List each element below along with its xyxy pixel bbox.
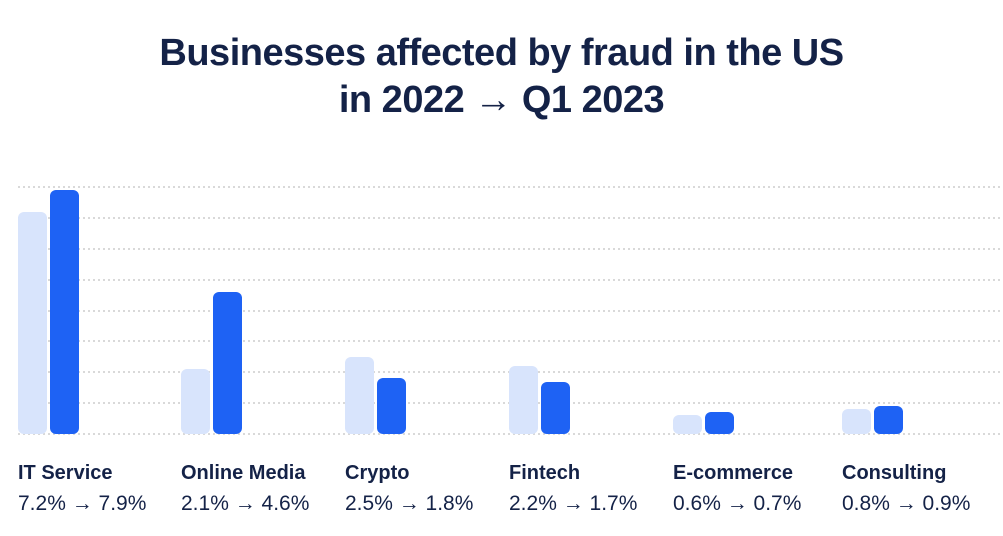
- bar-group-consulting: [842, 406, 903, 434]
- bar-2022: [18, 212, 47, 434]
- gridline: [18, 186, 1003, 188]
- category-label-block: IT Service 7.2% → 7.9%: [18, 461, 146, 517]
- category-label-block: Online Media 2.1% → 4.6%: [181, 461, 309, 517]
- bar-group-fintech: [509, 366, 570, 434]
- gridline: [18, 433, 1003, 435]
- category-values: 2.5% → 1.8%: [345, 492, 474, 515]
- category-name: Online Media: [181, 462, 306, 484]
- bar-q1-2023: [705, 412, 734, 434]
- category-label-block: Fintech 2.2% → 1.7%: [509, 461, 637, 517]
- bar-2022: [842, 409, 871, 434]
- bar-group-e-commerce: [673, 412, 734, 434]
- bar-group-it-service: [18, 190, 79, 434]
- chart-title: Businesses affected by fraud in the US in…: [0, 30, 1003, 124]
- category-name: Crypto: [345, 462, 410, 484]
- bar-2022: [181, 369, 210, 434]
- category-name: Fintech: [509, 462, 581, 484]
- gridline: [18, 309, 1003, 312]
- bar-q1-2023: [213, 292, 242, 434]
- category-name: IT Service: [18, 462, 113, 484]
- chart-title-line1: Businesses affected by fraud in the US: [159, 32, 844, 74]
- gridline: [18, 278, 1003, 281]
- category-values: 0.6% → 0.7%: [673, 492, 802, 515]
- bar-2022: [509, 366, 538, 434]
- bar-q1-2023: [541, 382, 570, 434]
- bar-2022: [673, 415, 702, 434]
- bar-group-crypto: [345, 357, 406, 434]
- category-values: 7.2% → 7.9%: [18, 492, 147, 515]
- category-values: 2.2% → 1.7%: [509, 492, 638, 515]
- category-label-block: Consulting 0.8% → 0.9%: [842, 461, 970, 517]
- bar-2022: [345, 357, 374, 434]
- bar-q1-2023: [377, 378, 406, 434]
- bar-group-online-media: [181, 292, 242, 434]
- chart-title-line2: in 2022 → Q1 2023: [338, 79, 665, 121]
- plot-area: [18, 186, 1003, 435]
- category-values: 2.1% → 4.6%: [181, 492, 310, 515]
- gridline: [18, 340, 1003, 343]
- bar-q1-2023: [50, 190, 79, 434]
- category-label-block: Crypto 2.5% → 1.8%: [345, 461, 473, 517]
- category-name: E-commerce: [673, 462, 794, 484]
- bar-q1-2023: [874, 406, 903, 434]
- category-label-block: E-commerce 0.6% → 0.7%: [673, 461, 801, 517]
- category-values: 0.8% → 0.9%: [842, 492, 971, 515]
- gridline: [18, 247, 1003, 250]
- category-name: Consulting: [842, 462, 947, 484]
- gridline: [18, 216, 1003, 219]
